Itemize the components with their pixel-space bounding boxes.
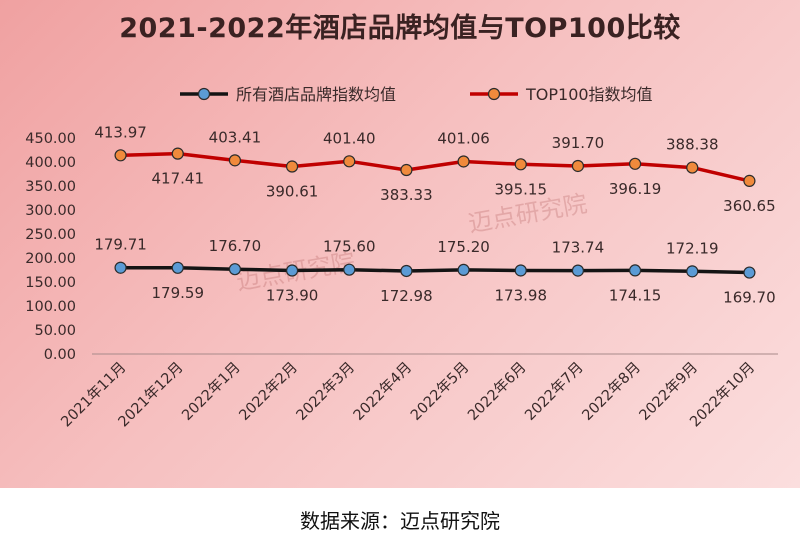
y-axis: 0.00 50.00 100.00 150.00 200.00 250.00 300.00 3… [25,131,76,363]
series-2-point-10 [686,161,699,174]
legend: 所有酒店品牌指数均值 TOP100指数均值 [180,85,653,104]
y-tick-label-3: 150.00 [25,275,76,291]
y-tick-label-9: 450.00 [25,131,76,147]
series-1-point-0 [114,261,127,274]
series-1-label-3: 173.90 [266,287,319,305]
x-tick-label-7: 2022年6月 [464,359,529,424]
y-tick-label-6: 300.00 [25,203,76,219]
series-1-label-10: 172.19 [666,239,719,257]
y-tick-label-7: 350.00 [25,179,76,195]
x-tick-label-9: 2022年8月 [579,359,644,424]
series-line-1 [120,265,750,275]
series-2-label-5: 383.33 [380,186,433,204]
x-tick-label-3: 2022年2月 [236,359,301,424]
series-2-label-0: 413.97 [94,123,147,141]
chart-title: 2021-2022年酒店品牌均值与TOP100比较 [119,13,681,44]
series-2-label-8: 391.70 [552,134,605,152]
y-tick-label-1: 50.00 [34,323,76,339]
series-2-label-7: 395.15 [495,180,548,198]
x-tick-label-4: 2022年3月 [293,359,358,424]
legend-marker-2 [487,87,501,101]
series-2-point-0 [114,149,127,162]
series-line-2 [120,151,750,183]
series-2-point-11 [743,174,756,187]
series-2-label-3: 390.61 [266,183,319,201]
y-tick-label-5: 250.00 [25,227,76,243]
y-tick-label-2: 100.00 [25,299,76,315]
series-1-label-7: 173.98 [495,286,548,304]
series-1-label-5: 172.98 [380,287,433,305]
x-tick-label-5: 2022年4月 [350,359,415,424]
watermarks: 迈点研究院迈点研究院 [234,189,589,295]
legend-marker-1 [197,87,211,101]
x-axis: 2021年11月2021年12月2022年1月2022年2月2022年3月202… [58,353,778,430]
line-chart: 迈点研究院迈点研究院 所有酒店品牌指数均值 TOP100指数均值 0.00 50.0… [25,85,778,430]
series-2-point-6 [457,155,470,168]
series-1-label-11: 169.70 [723,289,776,307]
chart-panel: 2021-2022年酒店品牌均值与TOP100比较 迈点研究院迈点研究院 所有酒… [0,0,800,488]
series-2-label-2: 403.41 [209,128,262,146]
source-note: 数据来源：迈点研究院 [300,509,500,533]
legend-label-2: TOP100指数均值 [525,85,653,104]
series-1-point-3 [285,264,299,277]
series-1-label-6: 175.20 [437,238,490,256]
series-1-label-4: 175.60 [323,238,376,256]
x-tick-label-8: 2022年7月 [522,359,587,424]
series-1-point-9 [628,264,642,277]
series-1-label-2: 176.70 [209,237,262,255]
series-1-point-10 [686,265,699,278]
series-1-point-4 [343,263,356,276]
series-2-point-4 [343,155,356,168]
series-2-label-10: 388.38 [666,136,719,154]
series-2-label-4: 401.40 [323,129,376,147]
series-1-point-5 [400,264,413,278]
series-1-label-8: 173.74 [552,239,605,257]
series-1-point-11 [743,266,756,279]
series-1-point-2 [228,263,242,276]
series-layer [114,147,756,279]
series-2-label-11: 360.65 [723,197,776,215]
series-1-point-6 [457,263,470,277]
series-1-point-7 [514,264,527,277]
series-1-point-8 [571,264,585,277]
series-2-label-1: 417.41 [152,170,205,188]
x-tick-label-6: 2022年5月 [407,359,472,424]
series-2-point-3 [285,160,299,173]
series-2-point-8 [571,159,585,173]
data-labels: 179.71 179.59 176.70 173.90 175.60 172.98 175.… [94,123,775,306]
series-2-point-9 [628,157,642,170]
series-1-label-0: 179.71 [94,236,147,254]
series-2-point-2 [228,154,242,167]
y-tick-label-4: 200.00 [25,251,76,267]
y-tick-label-8: 400.00 [25,155,76,171]
series-2-point-5 [400,163,413,177]
series-2-label-6: 401.06 [437,129,490,147]
y-tick-label-0: 0.00 [44,347,76,363]
series-2-point-7 [514,158,527,171]
series-1-label-1: 179.59 [152,284,205,302]
legend-label-1: 所有酒店品牌指数均值 [236,85,396,104]
x-tick-label-2: 2022年1月 [179,359,244,424]
series-1-point-1 [171,261,184,274]
series-2-point-1 [171,147,184,160]
series-1-label-9: 174.15 [609,286,662,304]
series-2-label-9: 396.19 [609,180,662,198]
